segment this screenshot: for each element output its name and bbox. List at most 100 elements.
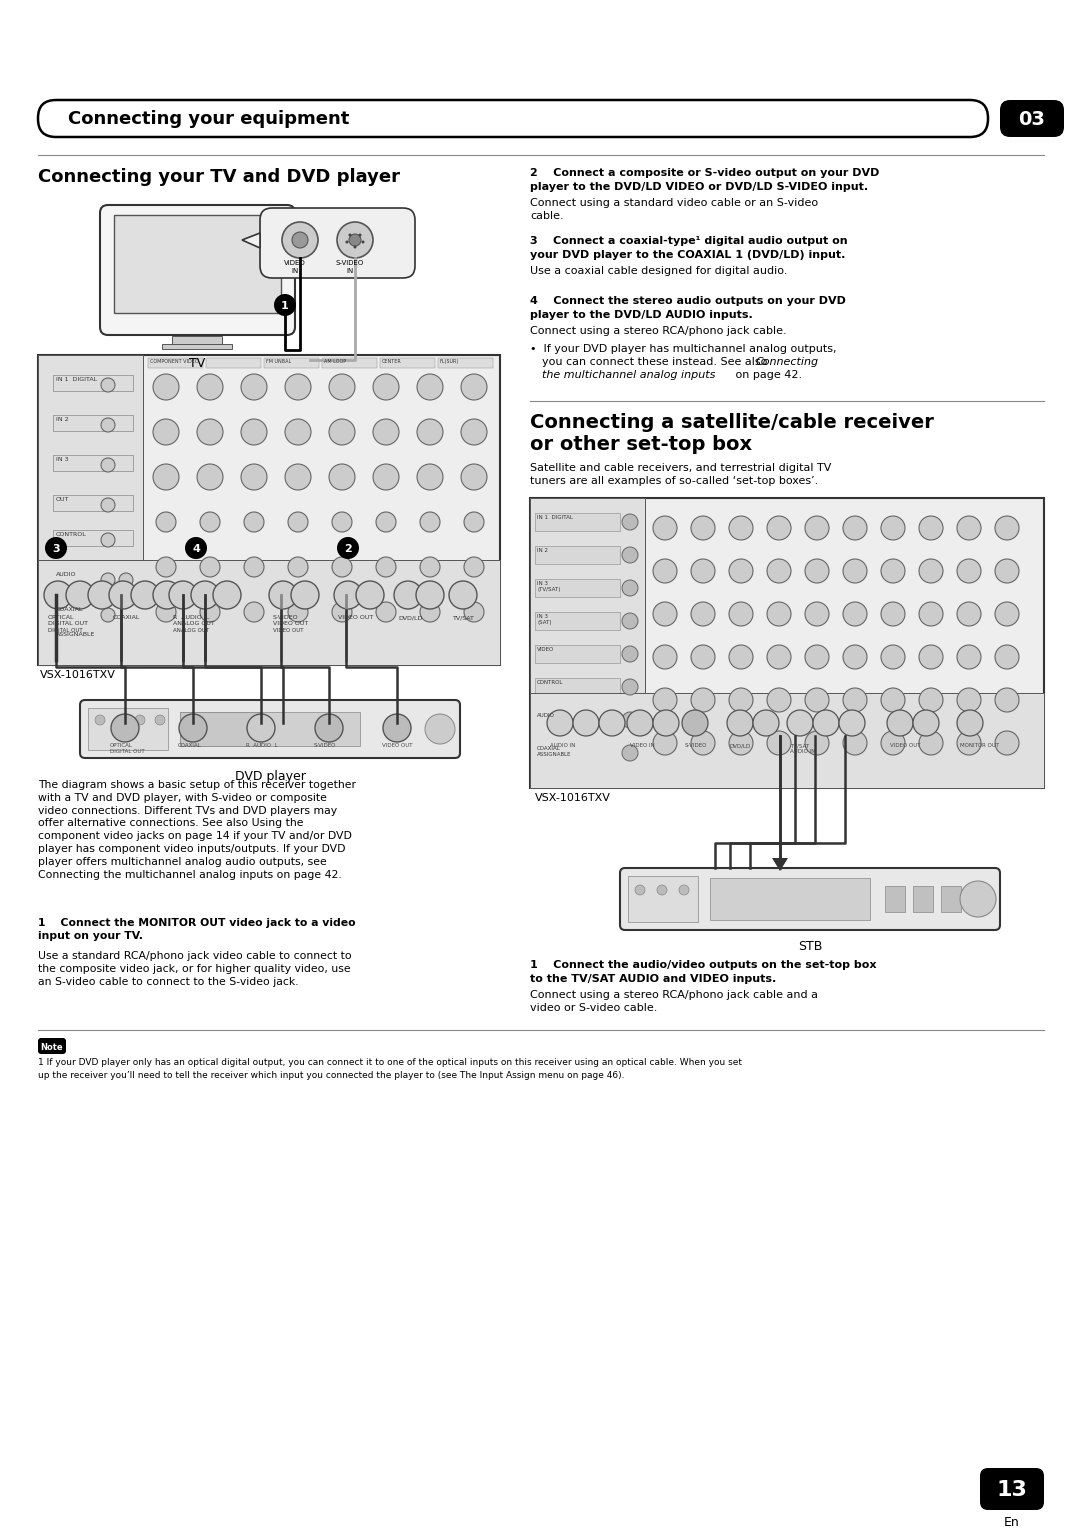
Bar — [180, 712, 360, 746]
Text: 3: 3 — [52, 544, 59, 555]
Circle shape — [197, 465, 222, 490]
Circle shape — [464, 602, 484, 622]
Circle shape — [179, 714, 207, 743]
Text: you can connect these instead. See also: you can connect these instead. See also — [542, 358, 771, 367]
Text: 03: 03 — [1018, 110, 1045, 128]
Text: AM LOOP: AM LOOP — [324, 359, 346, 364]
Circle shape — [881, 602, 905, 626]
Text: 13: 13 — [997, 1481, 1027, 1500]
Circle shape — [843, 688, 867, 712]
Circle shape — [767, 559, 791, 584]
Circle shape — [416, 581, 444, 610]
FancyBboxPatch shape — [1000, 99, 1064, 138]
FancyBboxPatch shape — [38, 1038, 66, 1054]
Circle shape — [376, 558, 396, 578]
Circle shape — [102, 533, 114, 547]
FancyBboxPatch shape — [980, 1468, 1044, 1510]
FancyBboxPatch shape — [260, 208, 415, 278]
Circle shape — [200, 558, 220, 578]
Circle shape — [417, 419, 443, 445]
Circle shape — [197, 419, 222, 445]
Text: COAXIAL: COAXIAL — [113, 614, 140, 620]
Circle shape — [426, 714, 455, 744]
Circle shape — [767, 602, 791, 626]
Circle shape — [887, 711, 913, 736]
Circle shape — [805, 730, 829, 755]
Text: VIDEO OUT: VIDEO OUT — [382, 743, 413, 755]
Circle shape — [881, 730, 905, 755]
Circle shape — [102, 608, 114, 622]
Text: FM UNBAL: FM UNBAL — [266, 359, 292, 364]
Circle shape — [913, 711, 939, 736]
Text: OPTICAL
DIGITAL OUT: OPTICAL DIGITAL OUT — [48, 614, 87, 626]
Circle shape — [464, 512, 484, 532]
Text: S-VIDEO
VIDEO OUT: S-VIDEO VIDEO OUT — [273, 614, 308, 626]
FancyBboxPatch shape — [100, 205, 295, 335]
Circle shape — [244, 512, 264, 532]
Circle shape — [244, 602, 264, 622]
Bar — [53, 570, 133, 587]
Text: OPTICAL
DIGITAL OUT: OPTICAL DIGITAL OUT — [110, 743, 145, 755]
Text: Use a coaxial cable designed for digital audio.: Use a coaxial cable designed for digital… — [530, 266, 787, 277]
Circle shape — [156, 558, 176, 578]
Circle shape — [653, 645, 677, 669]
Circle shape — [599, 711, 625, 736]
Text: COAXIAL: COAXIAL — [178, 743, 202, 755]
Text: Connecting your TV and DVD player: Connecting your TV and DVD player — [38, 168, 400, 186]
Circle shape — [109, 581, 137, 610]
Circle shape — [957, 711, 983, 736]
Circle shape — [135, 715, 145, 724]
Circle shape — [691, 645, 715, 669]
Circle shape — [376, 602, 396, 622]
Circle shape — [131, 581, 159, 610]
Circle shape — [995, 645, 1020, 669]
Text: on page 42.: on page 42. — [732, 370, 802, 380]
Bar — [53, 455, 133, 471]
Text: 1: 1 — [281, 301, 288, 312]
Bar — [38, 354, 143, 665]
Circle shape — [995, 516, 1020, 539]
Circle shape — [376, 512, 396, 532]
Circle shape — [168, 581, 197, 610]
Circle shape — [767, 688, 791, 712]
Bar — [148, 358, 203, 368]
Circle shape — [881, 688, 905, 712]
Circle shape — [546, 711, 573, 736]
Circle shape — [919, 688, 943, 712]
Circle shape — [337, 222, 373, 258]
Circle shape — [153, 465, 179, 490]
Circle shape — [420, 602, 440, 622]
Circle shape — [315, 714, 343, 743]
Text: 2: 2 — [345, 544, 352, 555]
Bar — [264, 358, 319, 368]
Circle shape — [353, 246, 356, 249]
Text: Connect using a standard video cable or an S-video: Connect using a standard video cable or … — [530, 199, 819, 208]
Circle shape — [95, 715, 105, 724]
Circle shape — [691, 559, 715, 584]
Circle shape — [362, 240, 365, 243]
Text: VSX-1016TXV: VSX-1016TXV — [535, 793, 611, 804]
Circle shape — [241, 419, 267, 445]
Circle shape — [805, 645, 829, 669]
Circle shape — [653, 602, 677, 626]
Text: VIDEO OUT: VIDEO OUT — [338, 614, 374, 620]
Circle shape — [334, 581, 362, 610]
Text: cable.: cable. — [530, 211, 564, 222]
Circle shape — [995, 688, 1020, 712]
Text: OUT: OUT — [56, 497, 69, 503]
Circle shape — [805, 688, 829, 712]
Bar — [885, 886, 905, 912]
Bar — [530, 694, 1044, 788]
Circle shape — [269, 581, 297, 610]
Text: The diagram shows a basic setup of this receiver together
with a TV and DVD play: The diagram shows a basic setup of this … — [38, 779, 356, 880]
Text: AUDIO IN: AUDIO IN — [550, 743, 576, 749]
Text: S-VIDEO: S-VIDEO — [314, 743, 336, 755]
Circle shape — [881, 645, 905, 669]
Circle shape — [843, 516, 867, 539]
Circle shape — [285, 374, 311, 400]
Bar — [53, 605, 133, 620]
Text: VSX-1016TXV: VSX-1016TXV — [40, 669, 116, 680]
Circle shape — [464, 558, 484, 578]
Bar — [114, 215, 281, 313]
Circle shape — [843, 645, 867, 669]
